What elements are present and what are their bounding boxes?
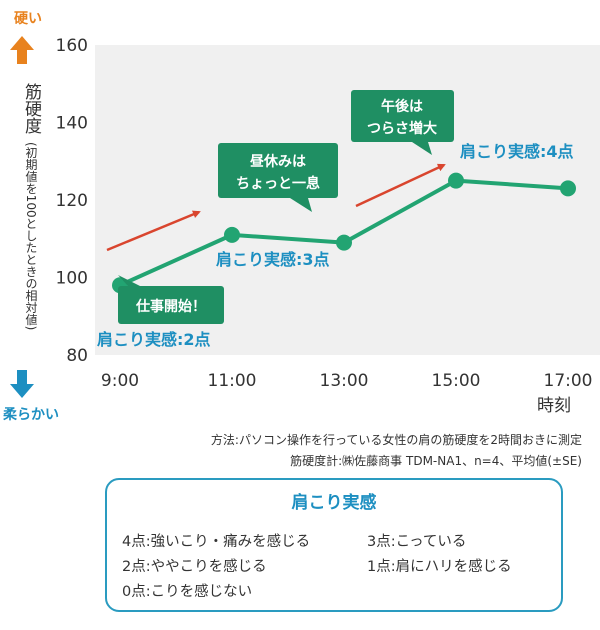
y-tick-label: 160: [56, 36, 88, 56]
y-tick-label: 140: [56, 114, 88, 134]
legend-item-4: 4点:強いこり・痛みを感じる: [122, 534, 311, 550]
stiffness-annotation-2: 肩こり実感:2点: [97, 330, 211, 349]
legend-item-3: 3点:こっている: [367, 534, 467, 550]
svg-text:午後は: 午後は: [381, 98, 423, 115]
soft-label: 柔らかい: [2, 407, 59, 423]
y-axis-sublabel: (初期値を100としたときの相対値): [24, 142, 38, 330]
up-arrow-icon: [10, 36, 34, 64]
method-note: 方法:パソコン操作を行っている女性の肩の筋硬度を2時間おきに測定: [210, 433, 582, 447]
data-point: [224, 226, 240, 243]
svg-text:昼休みは: 昼休みは: [250, 153, 306, 170]
stiffness-annotation-4: 肩こり実感:4点: [460, 142, 574, 161]
x-tick-label: 15:00: [432, 371, 481, 391]
svg-text:仕事開始！: 仕事開始！: [135, 298, 206, 315]
x-tick-label: 11:00: [208, 371, 257, 391]
y-tick-label: 100: [56, 269, 88, 289]
x-tick-labels: 9:00 11:00 13:00 15:00 17:00: [101, 371, 593, 391]
legend-item-1: 1点:肩にハリを感じる: [367, 559, 512, 575]
svg-text:ちょっと一息: ちょっと一息: [236, 175, 320, 192]
y-tick-label: 120: [56, 191, 88, 211]
trend-arrow-afternoon: [355, 163, 446, 208]
stiffness-annotation-3: 肩こり実感:3点: [216, 250, 330, 269]
svg-text:つらさ増大: つらさ増大: [367, 120, 437, 137]
x-axis-label: 時刻: [537, 396, 571, 416]
instrument-note: 筋硬度計:㈱佐藤商事 TDM-NA1、n=4、平均値(±SE): [290, 454, 582, 468]
trend-arrow-morning: [106, 210, 201, 252]
data-point: [448, 172, 464, 189]
x-tick-label: 13:00: [320, 371, 369, 391]
data-point: [560, 180, 576, 197]
x-tick-label: 9:00: [101, 371, 139, 391]
legend-item-2: 2点:ややこりを感じる: [122, 559, 267, 575]
series-points: [112, 172, 576, 294]
y-axis-label: 筋硬度: [21, 83, 42, 134]
down-arrow-icon: [10, 370, 34, 398]
y-tick-label: 80: [66, 346, 88, 366]
y-tick-labels: 80 100 120 140 160: [56, 36, 88, 366]
hard-label: 硬い: [14, 11, 42, 27]
legend-title: 肩こり実感: [291, 493, 377, 513]
stiffness-legend: 肩こり実感 4点:強いこり・痛みを感じる 3点:こっている 2点:ややこりを感じ…: [105, 478, 563, 612]
callout-afternoon: 午後は つらさ増大: [351, 90, 454, 155]
callout-lunch: 昼休みは ちょっと一息: [218, 143, 338, 212]
x-tick-label: 17:00: [544, 371, 593, 391]
legend-item-0: 0点:こりを感じない: [122, 584, 253, 600]
data-point: [336, 234, 352, 251]
callout-work-start: 仕事開始！: [118, 275, 224, 324]
